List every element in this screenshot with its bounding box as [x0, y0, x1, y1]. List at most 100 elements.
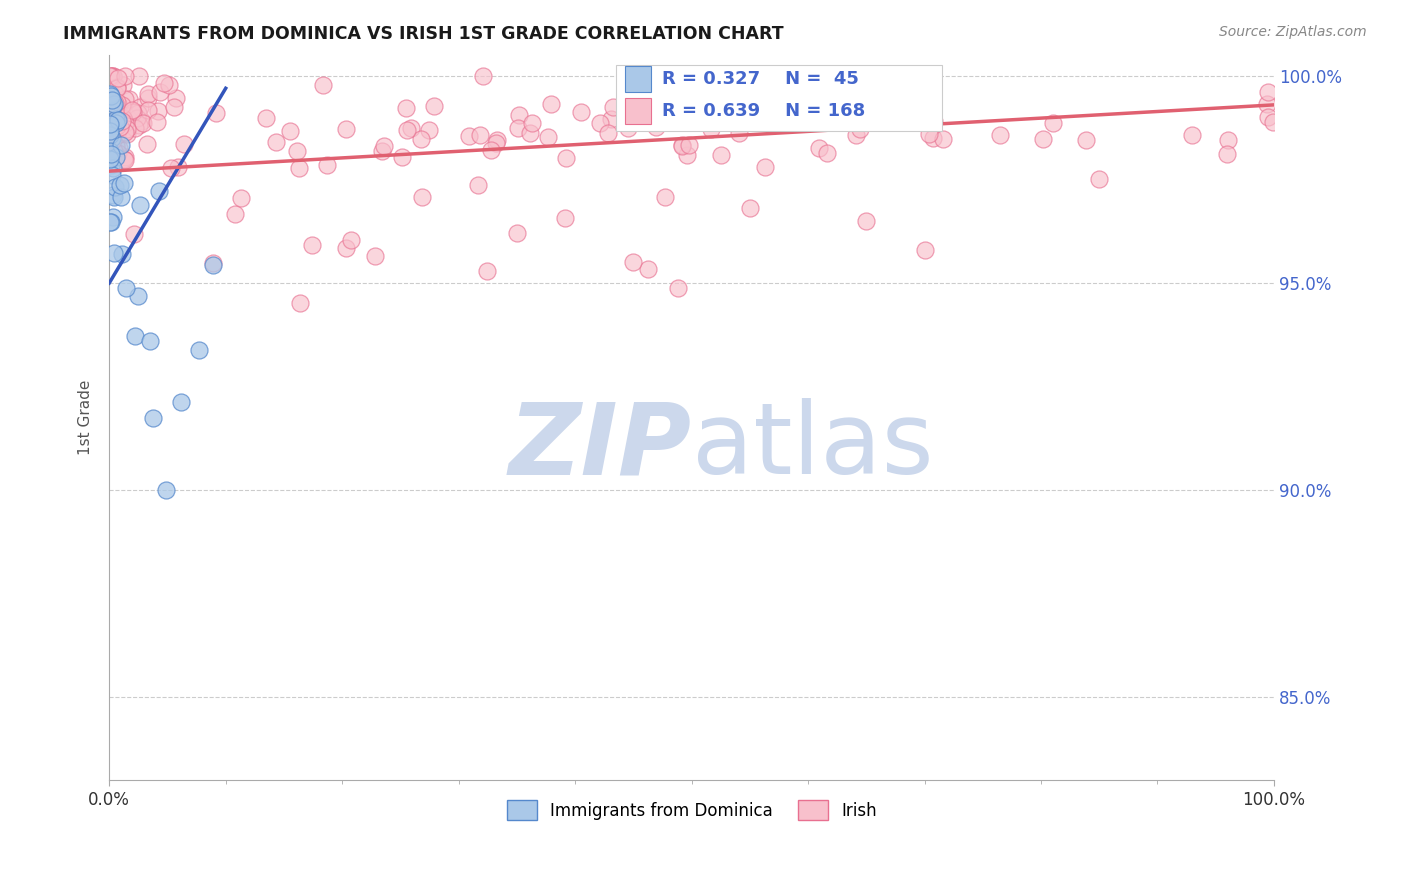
Point — [100, 158, 122, 172]
Point — [111, 113, 134, 128]
Point — [100, 107, 122, 121]
Point — [103, 126, 125, 140]
Point — [105, 95, 128, 110]
Point — [100, 69, 122, 83]
Point — [129, 198, 152, 212]
Point — [467, 178, 489, 192]
Point — [932, 132, 955, 146]
Point — [114, 113, 136, 128]
Point — [105, 112, 128, 126]
Point — [700, 122, 723, 136]
Point — [423, 99, 446, 113]
Point — [187, 343, 209, 357]
Point — [335, 241, 357, 255]
Point — [167, 161, 190, 175]
Point — [312, 78, 335, 93]
Point — [145, 114, 167, 128]
Point — [101, 108, 124, 122]
Point — [98, 215, 121, 229]
Point — [98, 88, 121, 103]
Point — [107, 71, 129, 86]
Point — [1256, 96, 1278, 111]
Text: IMMIGRANTS FROM DOMINICA VS IRISH 1ST GRADE CORRELATION CHART: IMMIGRANTS FROM DOMINICA VS IRISH 1ST GR… — [63, 25, 785, 43]
Point — [105, 125, 128, 139]
Text: Source: ZipAtlas.com: Source: ZipAtlas.com — [1219, 25, 1367, 39]
Point — [728, 126, 751, 140]
Point — [399, 121, 422, 136]
Point — [506, 227, 529, 241]
Point — [103, 190, 125, 204]
Point — [124, 120, 146, 135]
Point — [479, 143, 502, 157]
Point — [112, 126, 135, 140]
Point — [142, 410, 165, 425]
Point — [475, 264, 498, 278]
Point — [110, 97, 132, 112]
FancyBboxPatch shape — [626, 98, 651, 124]
Point — [671, 138, 693, 153]
Point — [458, 129, 481, 144]
Point — [136, 91, 159, 105]
Y-axis label: 1st Grade: 1st Grade — [79, 380, 93, 456]
Point — [875, 107, 897, 121]
Point — [710, 148, 733, 162]
Point — [914, 243, 936, 257]
Point — [100, 215, 122, 229]
Point — [1261, 115, 1284, 129]
Point — [105, 119, 128, 133]
Text: ZIP: ZIP — [509, 398, 692, 495]
Point — [100, 83, 122, 97]
Point — [782, 115, 804, 129]
Point — [115, 128, 138, 142]
Point — [370, 144, 392, 158]
Point — [364, 249, 387, 263]
Point — [395, 122, 418, 136]
FancyBboxPatch shape — [626, 66, 651, 92]
Point — [112, 176, 135, 190]
Point — [138, 334, 160, 348]
Point — [1088, 172, 1111, 186]
Point — [101, 99, 124, 113]
Point — [922, 114, 945, 128]
Point — [763, 83, 786, 97]
Point — [741, 103, 763, 117]
Point — [103, 144, 125, 158]
Point — [666, 281, 689, 295]
Text: atlas: atlas — [692, 398, 934, 495]
Point — [114, 92, 136, 106]
Point — [205, 105, 228, 120]
Point — [173, 137, 195, 152]
Point — [105, 79, 128, 94]
Point — [288, 161, 311, 175]
Point — [485, 133, 508, 147]
Point — [264, 135, 287, 149]
Text: R = 0.639    N = 168: R = 0.639 N = 168 — [662, 102, 866, 120]
Point — [111, 111, 134, 125]
Point — [285, 144, 308, 158]
Point — [104, 151, 127, 165]
Point — [155, 483, 177, 498]
Point — [148, 103, 170, 118]
Point — [848, 122, 870, 136]
Point — [335, 122, 357, 136]
Point — [112, 152, 135, 166]
Point — [231, 191, 253, 205]
Text: R = 0.327    N =  45: R = 0.327 N = 45 — [662, 70, 859, 88]
Point — [103, 116, 125, 130]
Point — [101, 119, 124, 133]
Point — [128, 69, 150, 83]
Point — [136, 87, 159, 101]
Point — [122, 227, 145, 242]
Point — [411, 190, 433, 204]
Legend: Immigrants from Dominica, Irish: Immigrants from Dominica, Irish — [501, 794, 883, 826]
Point — [807, 141, 830, 155]
Point — [254, 112, 277, 126]
Point — [395, 101, 418, 115]
Point — [100, 69, 122, 83]
Point — [98, 128, 121, 143]
Point — [103, 246, 125, 260]
Point — [163, 100, 186, 114]
Point — [845, 128, 868, 142]
Point — [148, 184, 170, 198]
Point — [105, 128, 128, 143]
